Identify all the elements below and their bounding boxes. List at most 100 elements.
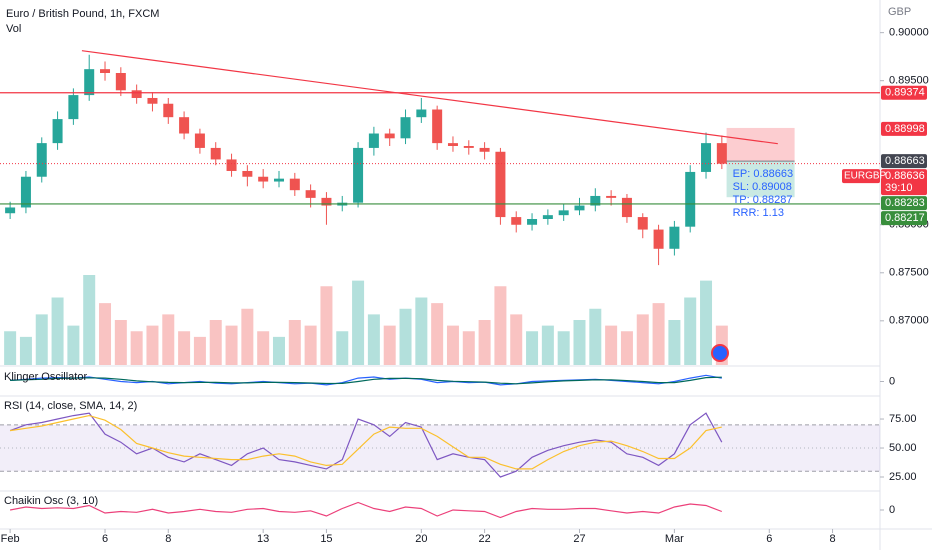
candle-body <box>606 195 617 198</box>
countdown: 39:10 <box>885 182 913 194</box>
volume-bar <box>541 325 554 365</box>
volume-bar <box>636 314 649 365</box>
volume-bar <box>257 331 270 365</box>
position-label: RRR: 1.13 <box>733 207 784 219</box>
volume-bar <box>4 331 17 365</box>
candle-body <box>289 178 300 191</box>
volume-bar <box>383 325 396 365</box>
candle-body <box>242 170 253 177</box>
candle-body <box>368 133 379 148</box>
volume-bar <box>67 325 80 365</box>
candle-body <box>68 95 79 120</box>
indicator-line <box>9 501 723 519</box>
volume-bar <box>605 325 618 365</box>
candle-body <box>5 207 16 214</box>
candle-body <box>305 190 316 198</box>
volume-bar <box>288 320 301 365</box>
volume-bar <box>35 314 48 365</box>
x-tick-label: 22 <box>478 533 490 545</box>
volume-bar <box>320 286 333 365</box>
price-tag-label: 0.88998 <box>885 123 925 135</box>
event-icon[interactable] <box>711 344 729 362</box>
volume-bar <box>668 320 681 365</box>
volume-bar <box>446 325 459 365</box>
volume-bar <box>178 331 191 365</box>
pane-title: Klinger Oscillator <box>4 371 87 383</box>
volume-bar <box>399 308 412 365</box>
volume-bar <box>510 314 523 365</box>
candle-body <box>463 146 474 148</box>
candle-body <box>194 133 205 148</box>
volume-bar <box>225 325 238 365</box>
x-tick-label: 13 <box>257 533 269 545</box>
price-tag <box>881 211 927 226</box>
volume-bar <box>193 336 206 365</box>
candle-body <box>273 178 284 182</box>
price-tag <box>881 121 927 136</box>
price-tag-label: 0.88636 <box>885 170 925 182</box>
y-tick-label: 0.87000 <box>889 315 929 327</box>
y-tick-label: 25.00 <box>889 471 917 483</box>
candle-body <box>716 143 727 164</box>
volume-bar <box>367 314 380 365</box>
candle-body <box>353 147 364 203</box>
candle-body <box>527 219 538 225</box>
price-tag-label: 0.88663 <box>885 155 925 167</box>
candle-body <box>52 119 63 144</box>
chart-title: Euro / British Pound, 1h, FXCM <box>6 8 159 20</box>
candle-body <box>621 197 632 218</box>
candle-body <box>258 176 269 182</box>
volume-bar <box>19 336 32 365</box>
price-tag <box>881 154 927 169</box>
volume-bar <box>336 331 349 365</box>
stop-zone <box>726 127 795 162</box>
candle-body <box>558 210 569 216</box>
candle-body <box>685 171 696 227</box>
candle-body <box>100 69 111 73</box>
volume-bar <box>130 331 143 365</box>
candle-body <box>384 133 395 139</box>
x-tick-label: 27 <box>573 533 585 545</box>
y-tick-label: 50.00 <box>889 442 917 454</box>
volume-bar <box>209 320 222 365</box>
symbol-tag <box>842 169 880 184</box>
volume-bar <box>304 325 317 365</box>
candle-body <box>637 217 648 230</box>
candle-body <box>590 195 601 206</box>
y-tick-label: 0 <box>889 375 895 387</box>
price-tag-label: 0.88283 <box>885 197 925 209</box>
x-tick-label: 8 <box>165 533 171 545</box>
x-tick-label: 15 <box>320 533 332 545</box>
pane-title: Chaikin Osc (3, 10) <box>4 495 98 507</box>
volume-bar <box>51 297 64 365</box>
candle-body <box>574 205 585 211</box>
candle-body <box>226 159 237 171</box>
candle-body <box>701 143 712 172</box>
volume-bar <box>494 286 507 365</box>
volume-bar <box>352 280 365 365</box>
x-tick-label: 6 <box>766 533 772 545</box>
candle-body <box>495 151 506 218</box>
x-tick-label: Mar <box>665 533 684 545</box>
candle-body <box>447 143 458 146</box>
indicator-line <box>10 414 722 470</box>
candle-body <box>36 143 47 177</box>
volume-bar <box>99 303 112 365</box>
target-zone <box>726 161 795 198</box>
x-tick-label: 8 <box>829 533 835 545</box>
volume-bar <box>573 320 586 365</box>
candle-body <box>542 215 553 219</box>
y-tick-label: 0.87500 <box>889 267 929 279</box>
volume-bar <box>415 297 428 365</box>
candle-body <box>131 90 142 98</box>
volume-bar <box>557 331 570 365</box>
volume-bar <box>114 320 127 365</box>
candle-body <box>511 217 522 225</box>
volume-bar <box>684 297 697 365</box>
x-tick-label: 20 <box>415 533 427 545</box>
indicator-line <box>10 376 722 385</box>
candle-body <box>416 109 427 118</box>
price-tag-label: 0.88217 <box>885 212 925 224</box>
price-tag <box>881 196 927 211</box>
